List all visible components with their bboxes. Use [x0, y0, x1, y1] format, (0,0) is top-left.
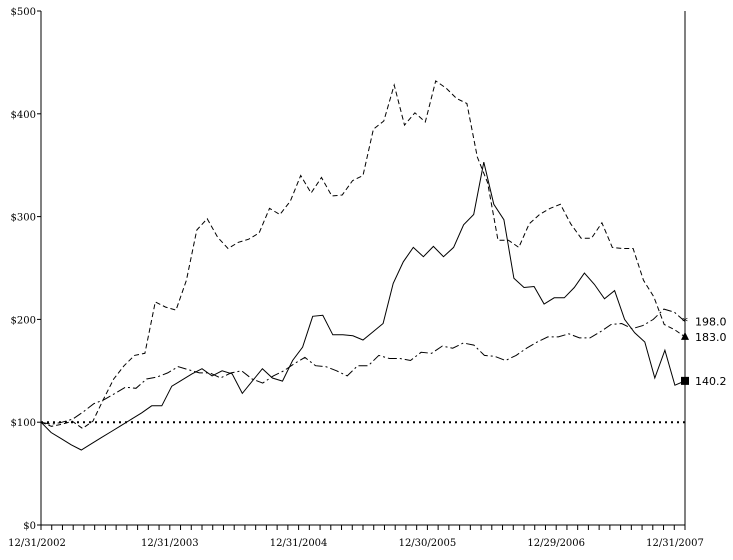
y-tick-label: $500	[11, 7, 36, 18]
label-layer: 140.2 183.0 198.0	[695, 315, 727, 387]
end-value-label: 140.2	[695, 375, 727, 388]
series-line-1	[40, 161, 686, 451]
series-layer: *	[40, 80, 689, 451]
series-line-2	[40, 80, 686, 430]
end-value-label: 183.0	[695, 331, 727, 344]
series-line-3	[40, 308, 686, 425]
x-tick-label: 12/30/2005	[399, 538, 457, 549]
end-marker-square	[681, 376, 689, 385]
y-tick-label: $300	[11, 213, 36, 224]
x-tick-label: 12/31/2002	[8, 538, 66, 549]
y-tick-label: $0	[23, 521, 36, 532]
y-tick-label: $100	[11, 418, 36, 429]
x-tick-label: 12/31/2003	[141, 538, 199, 549]
x-tick-label: 12/31/2007	[646, 538, 704, 549]
x-tick-label: 12/29/2006	[527, 538, 585, 549]
y-tick-label: $200	[11, 315, 36, 326]
end-marker-triangle	[681, 331, 689, 340]
end-marker-star: *	[682, 315, 688, 328]
axes: $0 $100 $200 $300 $400 $500 12/31/2002 12/31/20…	[8, 7, 704, 549]
y-tick-label: $400	[11, 110, 36, 121]
x-tick-label: 12/31/2004	[270, 538, 328, 549]
end-value-label: 198.0	[695, 315, 727, 328]
